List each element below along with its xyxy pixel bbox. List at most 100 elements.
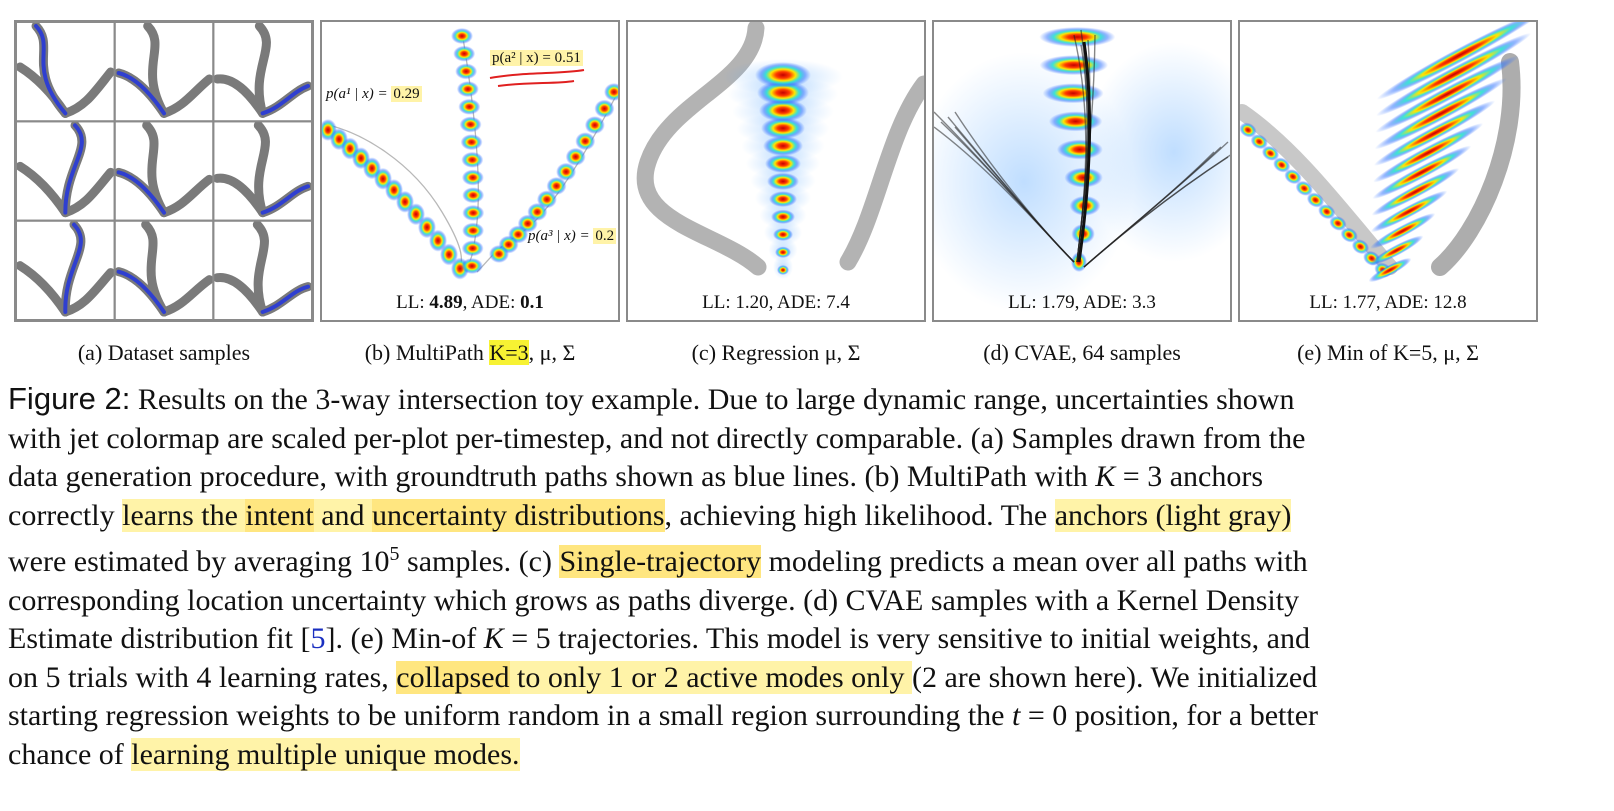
uncertainty-ellipse bbox=[594, 99, 615, 118]
uncertainty-ellipse bbox=[1376, 32, 1532, 117]
underline-mark bbox=[497, 80, 575, 87]
uncertainty-ellipse bbox=[1261, 145, 1280, 161]
road-path bbox=[31, 22, 70, 118]
panel-c: LL: 1.20, ADE: 7.4 (c) Regression μ, Σ bbox=[626, 20, 926, 365]
uncertainty-ellipse bbox=[461, 240, 484, 257]
sample-cell bbox=[212, 219, 312, 320]
uncertainty-ellipse bbox=[536, 190, 557, 209]
caption-segment: corresponding location uncertainty which… bbox=[8, 583, 1300, 617]
caption-segment: K bbox=[1095, 460, 1116, 493]
uncertainty-ellipse bbox=[1369, 235, 1424, 266]
uncertainty-ellipse bbox=[556, 162, 577, 181]
caption-segment: = 5 trajectories. This model is very sen… bbox=[503, 622, 1310, 655]
uncertainty-ellipse bbox=[1042, 83, 1104, 104]
road-path bbox=[60, 67, 116, 118]
uncertainty-ellipse bbox=[462, 204, 485, 221]
citation-link[interactable]: 5 bbox=[310, 622, 326, 655]
stat-b: LL: 4.89, ADE: 0.1 bbox=[396, 292, 544, 313]
road-path bbox=[16, 261, 70, 317]
panel-e: LL: 1.77, ADE: 12.8 (e) Min of K=5, μ, Σ bbox=[1238, 20, 1538, 365]
uncertainty-ellipse bbox=[765, 154, 801, 173]
caption-segment: data generation procedure, with groundtr… bbox=[8, 460, 1096, 493]
caption-segment: K bbox=[483, 622, 504, 655]
sample-cell bbox=[16, 219, 116, 320]
caption-segment: (2 are shown here). We initialized bbox=[911, 660, 1318, 694]
caption-segment: modeling predicts a mean over all paths … bbox=[761, 545, 1308, 578]
uncertainty-ellipse bbox=[763, 135, 803, 156]
road-path bbox=[142, 120, 169, 218]
caption-line: Estimate distribution fit [5]. (e) Min-o… bbox=[8, 620, 1604, 659]
uncertainty-ellipse bbox=[1372, 145, 1472, 199]
sample-cell bbox=[16, 22, 116, 123]
cvae-sample-path bbox=[1076, 44, 1088, 263]
uncertainty-ellipse bbox=[451, 28, 473, 44]
figure-label: Figure 2: bbox=[8, 381, 131, 416]
road-path bbox=[1240, 104, 1398, 275]
uncertainty-ellipse bbox=[1048, 111, 1103, 132]
uncertainty-ellipse bbox=[1273, 157, 1291, 173]
caption-segment: intent bbox=[245, 498, 314, 532]
caption-segment: with jet colormap are scaled per-plot pe… bbox=[8, 421, 1306, 455]
caption-segment: Single-trajectory bbox=[559, 545, 762, 578]
caption-segment: anchors (light gray) bbox=[1054, 498, 1292, 532]
uncertainty-ellipse bbox=[1368, 257, 1412, 283]
caption-segment: were estimated by averaging 10 bbox=[8, 545, 390, 578]
uncertainty-ellipse bbox=[461, 169, 484, 186]
caption-c: (c) Regression μ, Σ bbox=[691, 340, 861, 365]
uncertainty-ellipse bbox=[1084, 42, 1230, 262]
caption-e: (e) Min of K=5, μ, Σ bbox=[1297, 340, 1479, 365]
stat-e: LL: 1.77, ADE: 12.8 bbox=[1309, 292, 1467, 313]
groundtruth-path bbox=[34, 24, 68, 116]
caption-line: corresponding location uncertainty which… bbox=[8, 582, 1604, 621]
caption-d: (d) CVAE, 64 samples bbox=[983, 340, 1181, 365]
uncertainty-ellipse bbox=[767, 172, 799, 190]
caption-segment: collapsed bbox=[396, 660, 510, 694]
sample-cell bbox=[113, 219, 215, 320]
caption-segment: , achieving high likelihood. The bbox=[664, 498, 1055, 532]
figure-panels: (a) Dataset samples p(a¹ | x) = 0.29 p(a… bbox=[14, 20, 1600, 365]
road-path bbox=[254, 22, 271, 118]
caption-segment: uncertainty distributions bbox=[372, 498, 665, 532]
uncertainty-ellipse bbox=[1373, 123, 1484, 183]
road-path bbox=[60, 268, 116, 317]
underline-mark bbox=[489, 69, 585, 79]
regression-plot: LL: 1.20, ADE: 7.4 bbox=[626, 20, 926, 322]
min-of-k-plot: LL: 1.77, ADE: 12.8 bbox=[1238, 20, 1538, 322]
caption-line: Figure 2: Results on the 3-way intersect… bbox=[8, 380, 1604, 420]
groundtruth-path bbox=[260, 284, 311, 314]
groundtruth-path bbox=[63, 222, 83, 314]
uncertainty-ellipse bbox=[1376, 22, 1536, 100]
groundtruth-path bbox=[116, 269, 166, 314]
uncertainty-ellipse bbox=[1351, 239, 1370, 255]
uncertainty-ellipse bbox=[757, 80, 809, 105]
road-path bbox=[253, 120, 270, 218]
uncertainty-ellipse bbox=[1056, 139, 1103, 160]
caption-segment: on 5 trials with 4 learning rates, bbox=[8, 660, 397, 694]
figure-caption: Figure 2: Results on the 3-way intersect… bbox=[8, 380, 1604, 774]
caption-segment: samples. (c) bbox=[399, 545, 560, 578]
anchor2-probability: p(a² | x) = 0.51 bbox=[490, 50, 583, 66]
caption-segment: Estimate distribution fit [ bbox=[8, 622, 311, 655]
uncertainty-ellipse bbox=[1250, 134, 1268, 150]
anchor1-probability: p(a¹ | x) = 0.29 bbox=[326, 86, 422, 102]
uncertainty-ellipse bbox=[462, 222, 485, 239]
uncertainty-ellipse bbox=[546, 176, 567, 195]
uncertainty-ellipse bbox=[1329, 215, 1347, 231]
uncertainty-ellipse bbox=[759, 98, 807, 122]
sample-cell bbox=[16, 120, 116, 222]
groundtruth-path bbox=[63, 123, 84, 215]
uncertainty-ellipse bbox=[1064, 167, 1103, 188]
panel-a: (a) Dataset samples bbox=[14, 20, 314, 365]
uncertainty-ellipse bbox=[456, 81, 479, 98]
uncertainty-ellipse bbox=[1240, 122, 1257, 138]
uncertainty-ellipse bbox=[1370, 213, 1436, 249]
caption-segment: to only 1 or 2 active modes only bbox=[509, 660, 912, 694]
road-path bbox=[159, 74, 214, 118]
uncertainty-ellipse bbox=[773, 228, 793, 241]
uncertainty-ellipse bbox=[1306, 192, 1325, 208]
caption-segment: and bbox=[313, 498, 373, 532]
uncertainty-ellipse bbox=[1284, 169, 1302, 185]
uncertainty-ellipse bbox=[461, 151, 484, 168]
cvae-sample-path bbox=[1083, 156, 1229, 268]
sample-cell bbox=[113, 22, 215, 123]
